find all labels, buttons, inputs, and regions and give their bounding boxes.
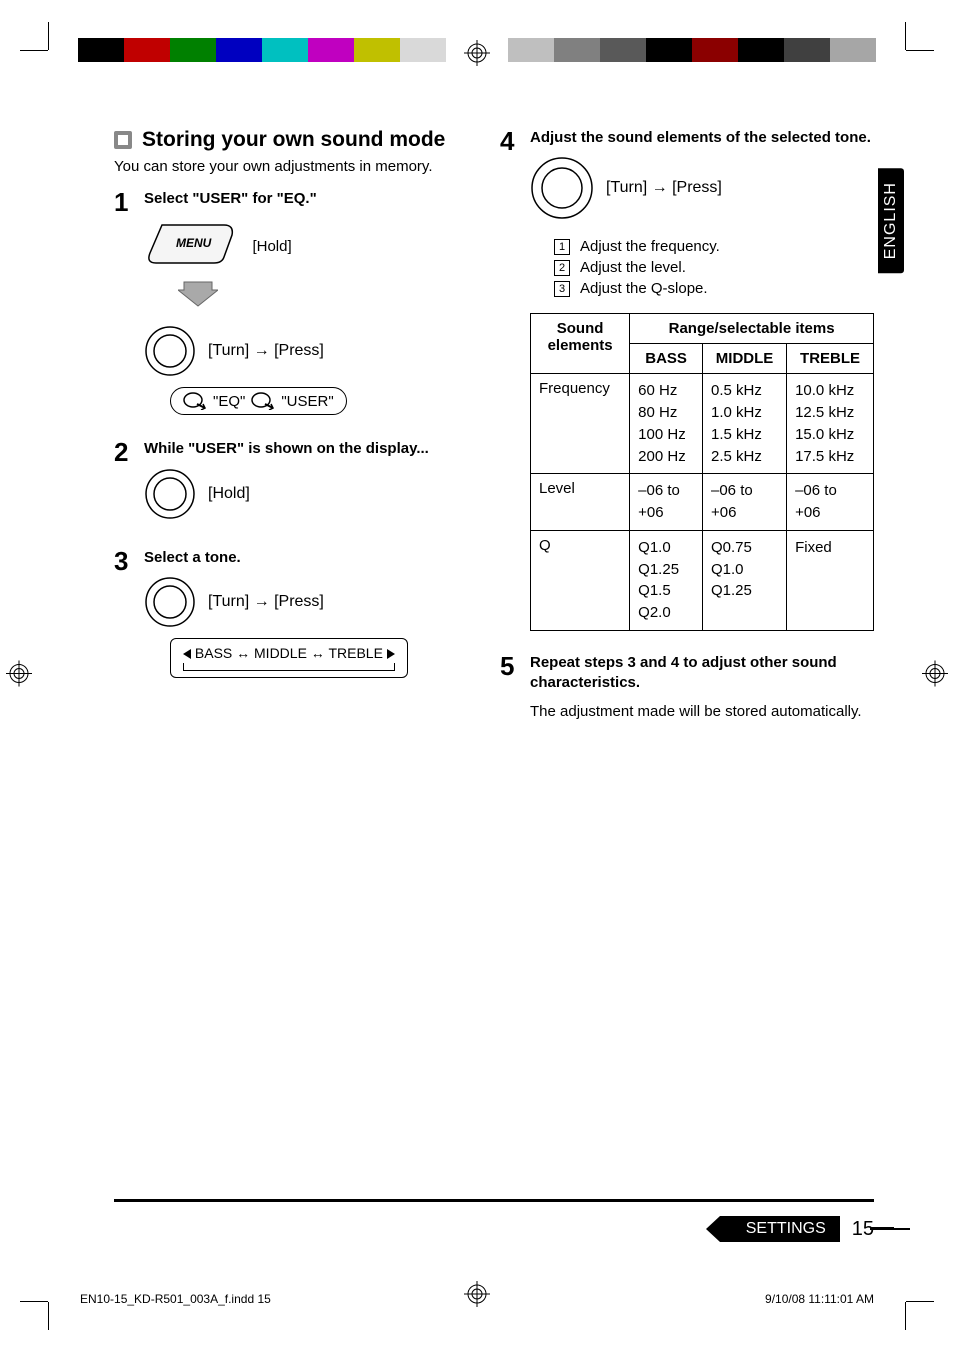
step-5-text: The adjustment made will be stored autom… <box>530 701 874 722</box>
print-filename: EN10-15_KD-R501_003A_f.indd 15 <box>80 1292 271 1306</box>
menu-button-figure: MENU [Hold] <box>144 217 464 270</box>
enum-text: Adjust the level. <box>580 259 686 276</box>
arrow-down-icon <box>178 280 218 310</box>
registration-mark-right <box>922 661 948 692</box>
svg-text:MENU: MENU <box>176 236 212 250</box>
footer-section-label: SETTINGS 15 <box>720 1216 874 1242</box>
menu-button-icon: MENU <box>144 217 236 265</box>
table-cell: Q1.0Q1.25Q1.5Q2.0 <box>630 530 703 630</box>
knob-icon <box>144 325 196 377</box>
knob-icon <box>144 576 196 628</box>
turn-press-label: [Turn] → [Press] <box>208 593 324 611</box>
footer-rule-extension <box>870 1227 894 1230</box>
step-1-title: Select "USER" for "EQ." <box>144 189 464 209</box>
table-col-header: MIDDLE <box>703 344 787 374</box>
step-3-title: Select a tone. <box>144 548 464 568</box>
knob-icon <box>144 468 196 520</box>
enum-item: 1 Adjust the frequency. <box>554 238 874 255</box>
enum-number-box: 1 <box>554 239 570 255</box>
table-head-sound-elements: Sound elements <box>531 314 630 374</box>
cycle-arrow-icon <box>387 649 397 659</box>
table-row-label: Frequency <box>531 374 630 474</box>
step-4: 4 Adjust the sound elements of the selec… <box>500 128 874 631</box>
enum-text: Adjust the Q-slope. <box>580 280 708 297</box>
cycle-arrow-icon <box>181 649 191 659</box>
table-row: Level–06 to+06–06 to+06–06 to+06 <box>531 474 874 531</box>
language-tab: ENGLISH <box>878 168 904 273</box>
footer-rule <box>114 1199 874 1202</box>
step-4-enum: 1 Adjust the frequency. 2 Adjust the level.… <box>554 238 874 297</box>
step-number: 5 <box>500 653 520 723</box>
table-cell: 0.5 kHz1.0 kHz1.5 kHz2.5 kHz <box>703 374 787 474</box>
table-row: Frequency60 Hz80 Hz100 Hz200 Hz0.5 kHz1.… <box>531 374 874 474</box>
crop-mark <box>48 1302 49 1330</box>
hold-label: [Hold] <box>208 485 250 503</box>
crop-mark <box>20 1301 48 1302</box>
crop-mark <box>20 50 48 51</box>
table-cell: Fixed <box>787 530 874 630</box>
step-2: 2 While "USER" is shown on the display..… <box>114 439 464 529</box>
registration-colorbar-right <box>508 38 876 62</box>
table-cell: –06 to+06 <box>630 474 703 531</box>
tone-cycle-box: BASS ↔ MIDDLE ↔ TREBLE <box>170 638 408 678</box>
step-5-title: Repeat steps 3 and 4 to adjust other sou… <box>530 653 874 694</box>
sound-elements-table: Sound elements Range/selectable items BA… <box>530 313 874 631</box>
print-slug: EN10-15_KD-R501_003A_f.indd 15 9/10/08 1… <box>80 1292 874 1306</box>
table-cell: –06 to+06 <box>787 474 874 531</box>
crop-mark <box>906 1301 934 1302</box>
select-icon <box>251 392 275 410</box>
footer-rule-extension <box>892 1228 910 1230</box>
step-number: 1 <box>114 189 134 415</box>
step-1: 1 Select "USER" for "EQ." MENU [Hold] <box>114 189 464 415</box>
tone-cycle-text: BASS ↔ MIDDLE ↔ TREBLE <box>195 645 383 661</box>
step-number: 3 <box>114 548 134 678</box>
registration-colorbar-left <box>78 38 446 62</box>
step-3: 3 Select a tone. [Turn] → [Press] BASS ↔… <box>114 548 464 678</box>
enum-item: 3 Adjust the Q-slope. <box>554 280 874 297</box>
table-head-text: elements <box>539 337 621 354</box>
registration-mark-left <box>6 661 32 692</box>
table-row-label: Level <box>531 474 630 531</box>
eq-label: "EQ" <box>213 393 245 410</box>
print-timestamp: 9/10/08 11:11:01 AM <box>765 1292 874 1306</box>
table-row: QQ1.0Q1.25Q1.5Q2.0Q0.75Q1.0Q1.25Fixed <box>531 530 874 630</box>
knob-icon <box>530 156 594 220</box>
table-cell: Q0.75Q1.0Q1.25 <box>703 530 787 630</box>
user-label: "USER" <box>281 393 333 410</box>
hold-label: [Hold] <box>252 238 291 255</box>
crop-mark <box>905 22 906 50</box>
table-col-header: TREBLE <box>787 344 874 374</box>
turn-press-label: [Turn] → [Press] <box>208 342 324 360</box>
step-5: 5 Repeat steps 3 and 4 to adjust other s… <box>500 653 874 723</box>
table-cell: 60 Hz80 Hz100 Hz200 Hz <box>630 374 703 474</box>
table-cell: 10.0 kHz12.5 kHz15.0 kHz17.5 kHz <box>787 374 874 474</box>
crop-mark <box>906 50 934 51</box>
enum-number-box: 3 <box>554 281 570 297</box>
step-4-title: Adjust the sound elements of the selecte… <box>530 128 874 148</box>
table-head-range: Range/selectable items <box>630 314 874 344</box>
eq-user-pill: "EQ" "USER" <box>170 387 347 415</box>
step-number: 4 <box>500 128 520 631</box>
section-bullet-icon <box>114 131 132 149</box>
select-icon <box>183 392 207 410</box>
enum-text: Adjust the frequency. <box>580 238 720 255</box>
section-intro: You can store your own adjustments in me… <box>114 158 464 175</box>
registration-mark-top <box>464 40 490 71</box>
enum-number-box: 2 <box>554 260 570 276</box>
footer-label: SETTINGS <box>720 1216 840 1242</box>
table-col-header: BASS <box>630 344 703 374</box>
turn-press-label: [Turn] → [Press] <box>606 179 722 197</box>
step-number: 2 <box>114 439 134 529</box>
crop-mark <box>48 22 49 50</box>
table-cell: –06 to+06 <box>703 474 787 531</box>
table-head-text: Sound <box>539 320 621 337</box>
enum-item: 2 Adjust the level. <box>554 259 874 276</box>
section-heading: Storing your own sound mode <box>114 128 464 152</box>
crop-mark <box>905 1302 906 1330</box>
step-2-title: While "USER" is shown on the display... <box>144 439 464 459</box>
table-row-label: Q <box>531 530 630 630</box>
section-title-text: Storing your own sound mode <box>142 128 445 152</box>
